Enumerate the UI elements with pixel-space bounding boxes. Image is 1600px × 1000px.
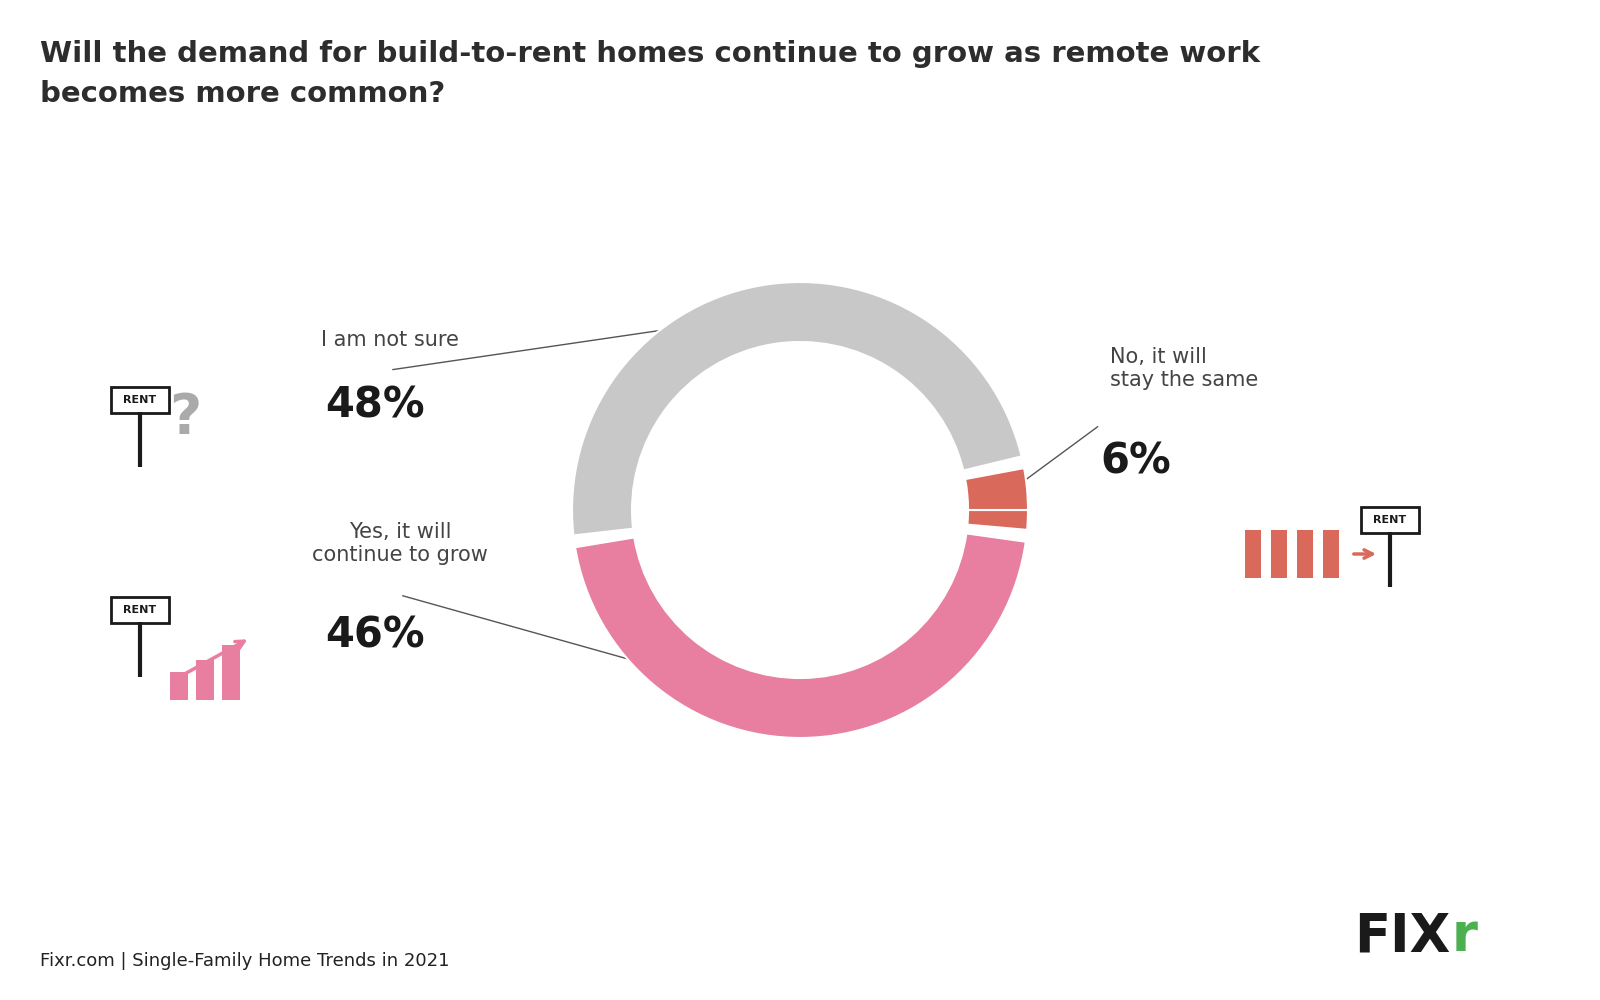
Wedge shape bbox=[573, 282, 1022, 535]
Text: Yes, it will
continue to grow: Yes, it will continue to grow bbox=[312, 522, 488, 565]
Text: RENT: RENT bbox=[123, 395, 157, 405]
Text: Will the demand for build-to-rent homes continue to grow as remote work: Will the demand for build-to-rent homes … bbox=[40, 40, 1261, 68]
FancyBboxPatch shape bbox=[1362, 507, 1419, 533]
Wedge shape bbox=[968, 510, 1027, 530]
Wedge shape bbox=[965, 468, 1027, 510]
Bar bbox=[195, 660, 214, 700]
Text: RENT: RENT bbox=[123, 605, 157, 615]
Wedge shape bbox=[574, 533, 1026, 738]
Bar bbox=[222, 645, 240, 700]
Bar bbox=[170, 672, 189, 700]
Bar bbox=[1298, 530, 1314, 578]
Text: ?: ? bbox=[170, 391, 202, 445]
FancyBboxPatch shape bbox=[110, 387, 170, 413]
Text: 46%: 46% bbox=[325, 615, 426, 657]
Text: 6%: 6% bbox=[1101, 440, 1171, 482]
Text: r: r bbox=[1453, 910, 1478, 962]
Text: No, it will
stay the same: No, it will stay the same bbox=[1110, 347, 1258, 390]
Text: Fixr.com | Single-Family Home Trends in 2021: Fixr.com | Single-Family Home Trends in … bbox=[40, 952, 450, 970]
Bar bbox=[1270, 530, 1286, 578]
FancyBboxPatch shape bbox=[110, 597, 170, 623]
Text: 48%: 48% bbox=[325, 385, 426, 427]
Text: I am not sure: I am not sure bbox=[322, 330, 459, 350]
Text: FIX: FIX bbox=[1354, 910, 1450, 962]
Bar bbox=[1245, 530, 1261, 578]
Text: becomes more common?: becomes more common? bbox=[40, 80, 445, 108]
Bar bbox=[1323, 530, 1339, 578]
Text: RENT: RENT bbox=[1373, 515, 1406, 525]
